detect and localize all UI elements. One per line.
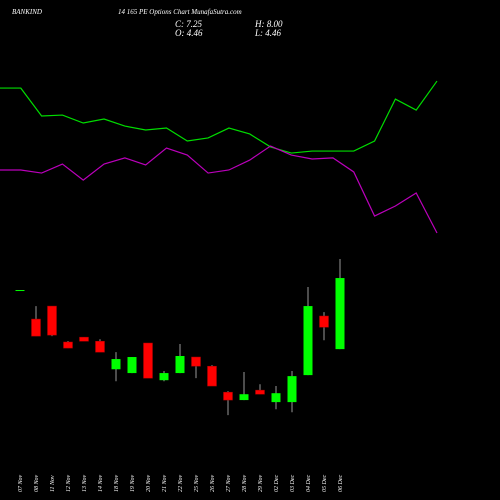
candle-body [303, 306, 313, 376]
x-tick-label: 28 Nov [242, 474, 248, 492]
candle-body [15, 290, 25, 292]
x-tick-label: 02 Dec [274, 475, 280, 492]
x-tick-label: 19 Nov [130, 474, 136, 492]
close-label: C: 7.25 [175, 19, 203, 29]
chart-title: 14 165 PE Options Chart MunafaSutra.com [118, 8, 242, 16]
candle-body [255, 389, 265, 395]
candle-body [207, 365, 217, 387]
candle-body [95, 340, 105, 353]
x-tick-label: 08 Nov [34, 474, 40, 492]
candle-body [271, 393, 281, 403]
candle-body [319, 315, 329, 328]
x-tick-label: 25 Nov [194, 474, 200, 492]
high-label: H: 8.00 [254, 19, 283, 29]
x-tick-label: 03 Dec [290, 475, 296, 492]
x-tick-label: 05 Dec [322, 475, 328, 492]
candle-body [223, 391, 233, 401]
x-tick-label: 21 Nov [162, 474, 168, 492]
candle-body [31, 318, 41, 337]
candle-body [79, 336, 89, 342]
candle-body [127, 357, 137, 374]
candle-body [159, 373, 169, 381]
symbol: BANKIND [12, 8, 42, 16]
candle-body [143, 342, 153, 379]
candle-body [175, 356, 185, 374]
x-tick-label: 11 Nov [50, 475, 56, 492]
x-tick-label: 12 Nov [66, 474, 72, 492]
line-series [0, 145, 438, 234]
candle-body [47, 305, 57, 336]
low-label: L: 4.46 [254, 28, 282, 38]
x-tick-label: 06 Dec [338, 475, 344, 492]
x-tick-label: 27 Nov [226, 474, 232, 492]
line-series [0, 80, 438, 154]
candle-body [287, 376, 297, 403]
x-tick-label: 26 Nov [210, 474, 216, 492]
candle-body [111, 359, 121, 370]
candle-body [191, 356, 201, 367]
x-tick-label: 20 Nov [146, 474, 152, 492]
candle-body [335, 278, 345, 350]
x-tick-label: 29 Nov [258, 474, 264, 492]
candle-body [239, 394, 249, 401]
x-tick-label: 13 Nov [82, 474, 88, 492]
open-label: O: 4.46 [175, 28, 203, 38]
x-tick-label: 18 Nov [114, 474, 120, 492]
x-tick-label: 07 Nov [18, 474, 24, 492]
x-tick-label: 22 Nov [178, 474, 184, 492]
candle-body [63, 341, 73, 349]
x-tick-label: 14 Nov [97, 474, 104, 492]
x-tick-label: 04 Dec [305, 475, 312, 492]
